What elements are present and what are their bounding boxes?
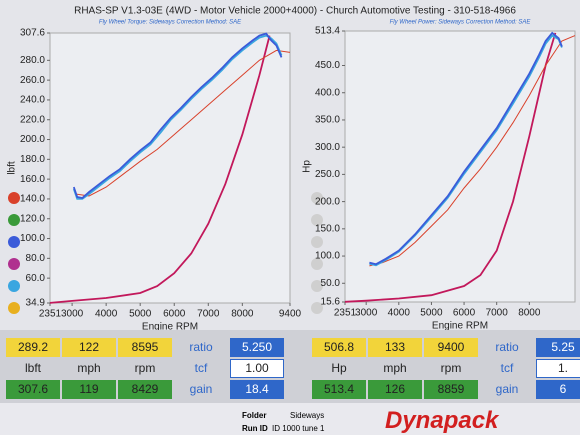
run-id: ID 1000 tune 1	[272, 424, 325, 433]
x-tick-label: 6000	[163, 309, 186, 320]
table-right: 506.8 133 9400 ratio 5.25 Hp mph rpm tcf 1. 513.4 1…	[312, 338, 580, 399]
x-axis-label: Engine RPM	[432, 321, 488, 330]
y-axis-label: lbft	[7, 161, 18, 175]
x-tick-label: 5000	[129, 309, 152, 320]
series-line	[49, 35, 271, 304]
table-cell: lbft	[24, 361, 41, 375]
x-tick-label: 9400	[279, 309, 302, 320]
table-cell: 8595	[118, 338, 172, 357]
table-cell: rpm	[440, 361, 462, 375]
y-tick-label: 100.0	[315, 251, 340, 262]
series-line	[72, 32, 283, 199]
x-tick-label: 8000	[231, 309, 254, 320]
y-tick-label: 513.4	[315, 26, 340, 37]
y-tick-label: 60.0	[26, 273, 46, 284]
y-tick-label: 450.0	[315, 60, 340, 71]
table-cell: 119	[62, 380, 116, 399]
series-line	[369, 31, 563, 266]
series-line	[344, 32, 557, 303]
table-cell: gain	[189, 382, 213, 396]
x-tick-label: 3000	[355, 308, 378, 319]
table-cell: 8859	[424, 380, 478, 399]
y-tick-label: 280.0	[20, 55, 45, 66]
table-cell: rpm	[134, 361, 156, 375]
table-cell: 1.00	[230, 359, 284, 378]
y-tick-label: 350.0	[315, 115, 340, 126]
y-tick-label: 50.0	[321, 278, 341, 289]
y-tick-label: 80.0	[26, 253, 46, 264]
y-tick-label: 220.0	[20, 114, 45, 125]
header-title: RHAS-SP V1.3-03E (4WD - Motor Vehicle 20…	[74, 6, 516, 17]
series-line	[369, 35, 576, 267]
y-tick-label: 200.0	[20, 134, 45, 145]
table-cell: tcf	[500, 361, 514, 375]
legend-dots	[8, 192, 323, 314]
table-cell: 18.4	[230, 380, 284, 399]
plot-area	[344, 30, 576, 303]
x-tick-label: 2351	[334, 308, 357, 319]
table-cell: 1.	[536, 359, 580, 378]
y-tick-label: 150.0	[315, 223, 340, 234]
table-cell: 8429	[118, 380, 172, 399]
plot-area	[49, 32, 291, 304]
y-tick-label: 120.0	[20, 213, 45, 224]
table-cell: mph	[77, 361, 101, 375]
table-cell: 513.4	[312, 380, 366, 399]
x-tick-label: 3000	[61, 309, 84, 320]
x-tick-label: 7000	[486, 308, 509, 319]
y-tick-label: 240.0	[20, 95, 45, 106]
table-cell: 133	[368, 338, 422, 357]
table-cell: 506.8	[312, 338, 366, 357]
table-cell: 122	[62, 338, 116, 357]
y-tick-label: 260.0	[20, 75, 45, 86]
run-label: Run ID	[242, 424, 268, 433]
table-cell: tcf	[194, 361, 208, 375]
table-cell: ratio	[495, 340, 519, 354]
y-tick-label: 15.6	[321, 297, 341, 308]
x-tick-label: 4000	[388, 308, 411, 319]
x-tick-label: 8000	[518, 308, 541, 319]
x-tick-label: 7000	[197, 309, 220, 320]
y-tick-label: 300.0	[315, 142, 340, 153]
table-cell: 5.25	[536, 338, 580, 357]
y-tick-label: 100.0	[20, 233, 45, 244]
chart-subtitle: Fly Wheel Torque: Sideways Correction Me…	[99, 20, 242, 26]
table-cell: 126	[368, 380, 422, 399]
y-axis-label: Hp	[302, 160, 313, 173]
y-tick-label: 307.6	[20, 28, 45, 39]
table-cell: gain	[495, 382, 519, 396]
y-tick-label: 250.0	[315, 169, 340, 180]
x-tick-label: 6000	[453, 308, 476, 319]
x-axis-label: Engine RPM	[142, 322, 198, 330]
folder: Sideways	[290, 411, 325, 420]
chart-subtitle: Fly Wheel Power: Sideways Correction Met…	[390, 20, 532, 26]
table-cell: Hp	[331, 361, 347, 375]
charts: RHAS-SP V1.3-03E (4WD - Motor Vehicle 20…	[0, 0, 580, 330]
x-tick-label: 4000	[95, 309, 118, 320]
y-tick-label: 400.0	[315, 87, 340, 98]
logo: Dynapack	[385, 407, 499, 434]
series-line	[369, 34, 563, 267]
table-cell: 289.2	[6, 338, 60, 357]
folder-label: Folder	[242, 411, 267, 420]
table-cell: mph	[383, 361, 407, 375]
x-tick-label: 2351	[39, 309, 62, 320]
series-line	[75, 49, 291, 197]
table-cell: ratio	[189, 340, 213, 354]
y-tick-label: 180.0	[20, 154, 45, 165]
y-tick-label: 160.0	[20, 174, 45, 185]
table-left: 289.2 122 8595 ratio 5.250 lbft mph rpm tcf 1.00 3…	[6, 338, 284, 399]
table-cell: 307.6	[6, 380, 60, 399]
y-tick-label: 140.0	[20, 194, 45, 205]
table-cell: 5.250	[230, 338, 284, 357]
y-tick-label: 200.0	[315, 196, 340, 207]
table-cell: 9400	[424, 338, 478, 357]
y-tick-label: 34.9	[26, 298, 46, 309]
x-tick-label: 5000	[420, 308, 443, 319]
series-line	[72, 34, 283, 200]
table-cell: 6	[536, 380, 580, 399]
footer: Folder Sideways Run ID ID 1000 tune 1 Dy…	[0, 403, 580, 435]
